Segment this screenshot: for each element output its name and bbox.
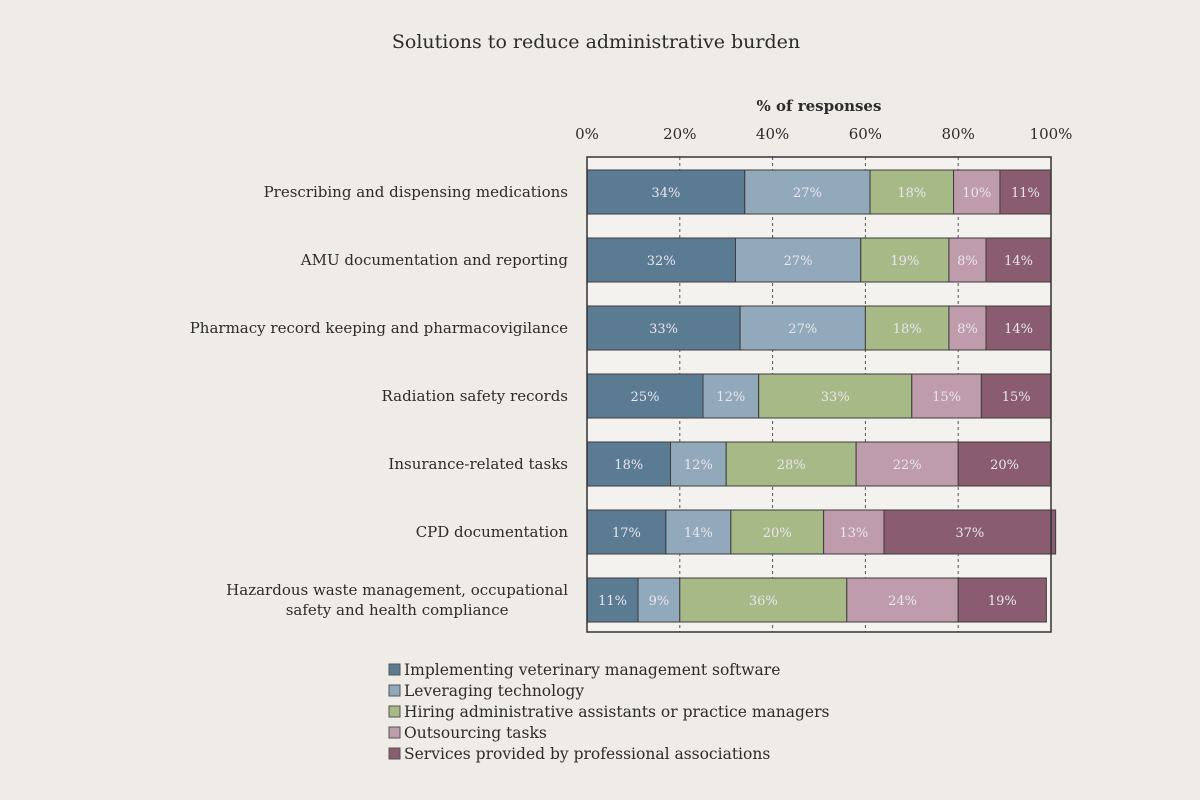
data-label: 37% <box>955 526 984 541</box>
data-label: 17% <box>612 526 641 541</box>
legend-label: Implementing veterinary management softw… <box>404 661 780 679</box>
x-tick-label: 60% <box>849 125 882 143</box>
data-label: 27% <box>788 322 817 337</box>
data-label: 8% <box>957 254 978 269</box>
x-tick-label: 40% <box>756 125 789 143</box>
category-label: AMU documentation and reporting <box>300 251 569 269</box>
data-label: 25% <box>631 390 660 405</box>
data-label: 9% <box>649 594 670 609</box>
data-label: 27% <box>784 254 813 269</box>
data-label: 34% <box>651 186 680 201</box>
legend-item: Services provided by professional associ… <box>388 745 770 763</box>
x-tick-label: 100% <box>1030 125 1073 143</box>
plot-frame <box>586 156 1052 633</box>
data-label: 22% <box>893 458 922 473</box>
legend: Implementing veterinary management softw… <box>388 661 829 763</box>
category-label: Hazardous waste management, occupational… <box>226 581 568 619</box>
data-label: 24% <box>888 594 917 609</box>
bar-segment <box>864 305 950 351</box>
data-label: 20% <box>763 526 792 541</box>
bar-segment <box>670 441 727 487</box>
legend-item: Implementing veterinary management softw… <box>388 661 780 679</box>
data-label: 15% <box>1002 390 1031 405</box>
data-label: 33% <box>649 322 678 337</box>
bar-segment <box>734 237 862 283</box>
data-label: 12% <box>716 390 745 405</box>
data-label: 14% <box>684 526 713 541</box>
data-label: 18% <box>893 322 922 337</box>
bar-segment <box>665 509 732 555</box>
data-label: 10% <box>962 186 991 201</box>
category-label-line: safety and health compliance <box>286 601 509 619</box>
chart-title: Solutions to reduce administrative burde… <box>392 31 800 53</box>
legend-item: Outsourcing tasks <box>388 724 547 742</box>
category-label: Prescribing and dispensing medications <box>264 183 568 201</box>
bar-segment <box>730 509 825 555</box>
data-label: 11% <box>1011 186 1040 201</box>
bar-segment <box>679 577 848 623</box>
data-label: 8% <box>957 322 978 337</box>
bar-segment <box>744 169 871 215</box>
category-label: Pharmacy record keeping and pharmacovigi… <box>190 319 568 337</box>
x-axis-title: % of responses <box>757 97 882 115</box>
x-tick-label: 80% <box>942 125 975 143</box>
data-label: 11% <box>598 594 627 609</box>
legend-swatch <box>388 705 401 718</box>
bar-segment <box>980 373 1052 419</box>
bar-segment <box>911 373 982 419</box>
legend-item: Hiring administrative assistants or prac… <box>388 703 829 721</box>
bar-segment <box>985 305 1052 351</box>
bar-segment <box>702 373 760 419</box>
legend-label: Outsourcing tasks <box>404 724 547 742</box>
bar-segment <box>586 169 746 215</box>
legend-label: Leveraging technology <box>404 682 584 700</box>
bar-segment <box>586 305 741 351</box>
category-label: CPD documentation <box>416 523 569 541</box>
category-label: Insurance-related tasks <box>388 455 568 473</box>
data-label: 20% <box>990 458 1019 473</box>
bar-segment <box>586 509 667 555</box>
legend-swatch <box>388 726 401 739</box>
bar-segment <box>883 509 1057 555</box>
category-labels: Prescribing and dispensing medications AM… <box>190 183 569 619</box>
data-label: 27% <box>793 186 822 201</box>
data-label: 18% <box>897 186 926 201</box>
bar-segment <box>948 237 987 283</box>
data-label: 19% <box>988 594 1017 609</box>
data-label: 36% <box>749 594 778 609</box>
data-label: 32% <box>647 254 676 269</box>
bar-segment <box>586 237 736 283</box>
x-tick-label: 20% <box>663 125 696 143</box>
data-label: 14% <box>1004 254 1033 269</box>
data-label: 12% <box>684 458 713 473</box>
category-label: Radiation safety records <box>382 387 569 405</box>
plot-area: 34% 27% 18% 10% 11% 32% 27% 19% 8% 14% 33% 27% 18% 8%… <box>586 156 1057 633</box>
data-label: 33% <box>821 390 850 405</box>
data-label: 28% <box>777 458 806 473</box>
legend-label: Services provided by professional associ… <box>404 745 770 763</box>
data-label: 15% <box>932 390 961 405</box>
bar-segment <box>586 441 672 487</box>
bar-segment <box>860 237 950 283</box>
bar-segment <box>758 373 913 419</box>
bar-segment <box>999 169 1052 215</box>
bar-segment <box>846 577 959 623</box>
bar-segment <box>739 305 866 351</box>
x-axis-ticks: 0% 20% 40% 60% 80% 100% <box>575 125 1072 143</box>
data-label: 18% <box>614 458 643 473</box>
bar-segment <box>957 577 1047 623</box>
legend-item: Leveraging technology <box>388 682 584 700</box>
legend-label: Hiring administrative assistants or prac… <box>404 703 829 721</box>
legend-swatch <box>388 747 401 760</box>
bar-segment <box>855 441 959 487</box>
legend-swatch <box>388 663 401 676</box>
data-label: 13% <box>839 526 868 541</box>
legend-swatch <box>388 684 401 697</box>
data-label: 19% <box>890 254 919 269</box>
bar-segment <box>953 169 1001 215</box>
x-tick-label: 0% <box>575 125 599 143</box>
data-label: 14% <box>1004 322 1033 337</box>
category-label-line: Hazardous waste management, occupational <box>226 581 568 599</box>
